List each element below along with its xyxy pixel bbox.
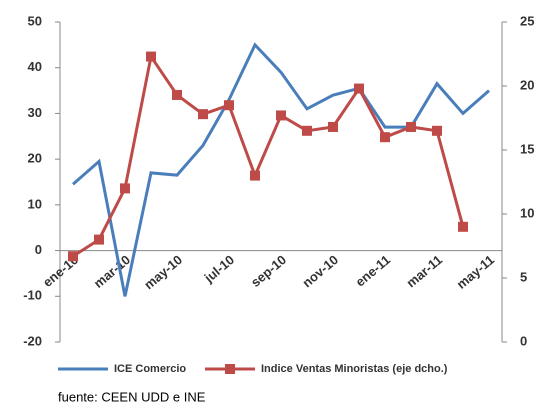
- y2-tick-label: 5: [520, 269, 527, 284]
- y-tick-label: -20: [23, 333, 42, 348]
- marker: [120, 183, 130, 194]
- x-tick-label: may-10: [141, 252, 185, 292]
- y-tick-label: 30: [28, 105, 42, 120]
- marker: [276, 110, 286, 121]
- x-tick-label: ene-11: [352, 252, 393, 290]
- marker: [302, 125, 312, 136]
- marker: [172, 89, 182, 100]
- x-tick-label: jul-10: [201, 252, 237, 286]
- y2-tick-label: 10: [520, 205, 534, 220]
- series-line: [72, 52, 465, 258]
- y-tick-label: 40: [28, 59, 42, 74]
- y2-tick-label: 25: [520, 13, 534, 28]
- y2-tick-label: 0: [520, 333, 527, 348]
- y-tick-label: 10: [28, 196, 42, 211]
- marker: [458, 221, 468, 232]
- legend-label: Indice Ventas Minoristas (eje dcho.): [261, 363, 448, 375]
- marker: [406, 121, 416, 132]
- marker: [68, 251, 78, 262]
- y-tick-label: 0: [35, 242, 42, 257]
- y2-tick-label: 20: [520, 77, 534, 92]
- series-line: [72, 42, 490, 297]
- marker: [328, 121, 338, 132]
- marker: [198, 109, 208, 120]
- legend-marker: [225, 364, 235, 374]
- y-tick-label: 50: [28, 13, 42, 28]
- y-tick-label: 20: [28, 151, 42, 166]
- y2-tick-label: 15: [520, 141, 534, 156]
- marker: [94, 234, 104, 245]
- marker: [380, 132, 390, 143]
- legend-label: ICE Comercio: [114, 363, 186, 375]
- x-tick-label: sep-10: [248, 252, 289, 290]
- x-tick-label: mar-11: [403, 252, 445, 290]
- marker: [432, 125, 442, 136]
- x-tick-label: may-11: [454, 252, 497, 292]
- y-tick-label: -10: [23, 288, 42, 303]
- marker: [250, 170, 260, 181]
- footnote: fuente: CEEN UDD e INE: [58, 389, 206, 404]
- marker: [354, 83, 364, 94]
- x-tick-label: nov-10: [299, 252, 341, 290]
- marker: [146, 51, 156, 62]
- marker: [224, 100, 234, 111]
